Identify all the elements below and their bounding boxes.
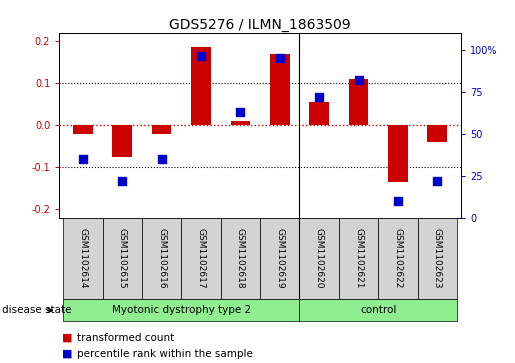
Bar (418, 218, 457, 299)
Bar (378, 218, 418, 299)
Text: Myotonic dystrophy type 2: Myotonic dystrophy type 2 (112, 305, 251, 315)
Text: GSM1102620: GSM1102620 (315, 228, 323, 289)
Bar (191, 48, 211, 125)
Bar (427, 125, 447, 142)
Bar (339, 218, 378, 299)
Text: GSM1102619: GSM1102619 (275, 228, 284, 289)
Text: control: control (360, 305, 397, 315)
Text: GSM1102617: GSM1102617 (197, 228, 205, 289)
Point (394, 198, 402, 204)
Bar (388, 125, 408, 182)
Text: ■: ■ (62, 333, 72, 343)
Point (158, 156, 166, 162)
Bar (73, 125, 93, 134)
Bar (231, 121, 250, 125)
Text: GSM1102618: GSM1102618 (236, 228, 245, 289)
Text: GSM1102616: GSM1102616 (157, 228, 166, 289)
Bar (142, 218, 181, 299)
Bar (152, 125, 171, 134)
Bar (349, 79, 368, 125)
Bar (221, 218, 260, 299)
Point (433, 178, 441, 184)
Title: GDS5276 / ILMN_1863509: GDS5276 / ILMN_1863509 (169, 18, 351, 32)
Bar (63, 218, 102, 299)
Point (315, 94, 323, 99)
Text: GSM1102622: GSM1102622 (393, 228, 402, 289)
Bar (260, 218, 299, 299)
Point (236, 109, 245, 115)
Text: percentile rank within the sample: percentile rank within the sample (77, 349, 253, 359)
Bar (102, 218, 142, 299)
Text: GSM1102621: GSM1102621 (354, 228, 363, 289)
Point (197, 53, 205, 59)
Bar (299, 299, 457, 321)
Text: GSM1102614: GSM1102614 (78, 228, 88, 289)
Text: ■: ■ (62, 349, 72, 359)
Text: transformed count: transformed count (77, 333, 175, 343)
Text: GSM1102623: GSM1102623 (433, 228, 442, 289)
Point (118, 178, 126, 184)
Point (79, 156, 87, 162)
Bar (112, 125, 132, 157)
Bar (270, 54, 289, 125)
Text: disease state: disease state (2, 305, 71, 315)
Bar (181, 218, 221, 299)
Text: GSM1102615: GSM1102615 (118, 228, 127, 289)
Point (354, 77, 363, 83)
Bar (63, 299, 299, 321)
Point (276, 55, 284, 61)
Bar (310, 102, 329, 125)
Bar (299, 218, 339, 299)
